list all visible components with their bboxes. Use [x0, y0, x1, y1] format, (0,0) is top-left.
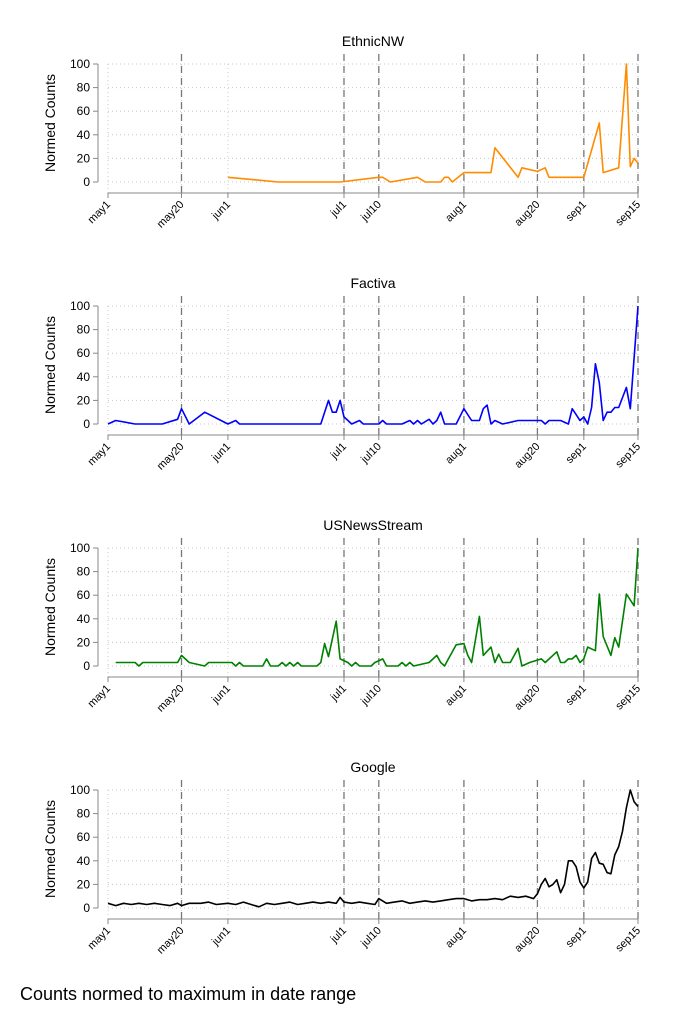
x-tick-label: jul10 — [358, 925, 384, 951]
x-tick-label: jun1 — [209, 441, 233, 465]
y-tick-label: 100 — [70, 783, 90, 797]
x-tick-label: may1 — [86, 441, 114, 469]
x-tick-label: may20 — [155, 441, 187, 473]
x-tick-label: sep15 — [613, 441, 643, 471]
series-line-usnewsstream — [115, 547, 639, 667]
x-tick-label: sep1 — [564, 925, 589, 950]
x-tick-label: jul1 — [328, 925, 349, 946]
x-tick-label: may20 — [155, 199, 187, 231]
x-tick-label: aug1 — [443, 199, 469, 225]
y-tick-label: 20 — [77, 635, 91, 649]
chart-panel-factiva: Factiva Normed Counts 0 20 40 60 80 100 may1 may2… — [42, 275, 643, 472]
y-tick-label: 40 — [77, 370, 91, 384]
chart-title: Google — [350, 759, 395, 775]
x-tick-label: jul1 — [328, 683, 349, 704]
x-tick-label: jul10 — [358, 441, 384, 467]
chart-title: USNewsStream — [323, 517, 423, 533]
chart-title: Factiva — [350, 275, 395, 291]
x-tick-label: may1 — [86, 925, 114, 953]
y-axis-label: Normed Counts — [42, 316, 58, 414]
x-tick-label: jul10 — [358, 683, 384, 709]
y-tick-label: 0 — [83, 901, 90, 915]
x-tick-label: aug20 — [512, 925, 542, 955]
y-tick-label: 100 — [70, 299, 90, 313]
y-tick-label: 40 — [77, 128, 91, 142]
chart-panel-ethnicnw: EthnicNW Normed Counts 0 20 40 60 80 100 may1 may… — [42, 33, 643, 230]
x-tick-label: sep15 — [613, 925, 643, 955]
y-tick-label: 0 — [83, 659, 90, 673]
x-tick-label: may20 — [155, 683, 187, 715]
y-tick-label: 80 — [77, 81, 91, 95]
y-tick-label: 60 — [77, 830, 91, 844]
y-tick-label: 20 — [77, 877, 91, 891]
y-tick-label: 40 — [77, 854, 91, 868]
y-tick-label: 80 — [77, 807, 91, 821]
chart-title: EthnicNW — [342, 33, 405, 49]
x-tick-label: sep1 — [564, 683, 589, 708]
chart-panel-google: Google Normed Counts 0 20 40 60 80 100 may1 may20… — [42, 759, 643, 956]
series-line-ethnicnw — [227, 63, 639, 183]
y-tick-label: 20 — [77, 393, 91, 407]
x-tick-label: jun1 — [209, 925, 233, 949]
x-tick-label: aug20 — [512, 683, 542, 713]
x-tick-label: aug1 — [443, 441, 469, 467]
y-tick-label: 40 — [77, 612, 91, 626]
x-tick-label: sep15 — [613, 199, 643, 229]
y-tick-label: 100 — [70, 541, 90, 555]
x-tick-label: may1 — [86, 199, 114, 227]
x-tick-label: aug1 — [443, 925, 469, 951]
y-tick-label: 60 — [77, 346, 91, 360]
y-axis-label: Normed Counts — [42, 558, 58, 656]
figure-caption: Counts normed to maximum in date range — [20, 984, 357, 1004]
y-tick-label: 60 — [77, 104, 91, 118]
x-tick-label: jul1 — [328, 441, 349, 462]
x-tick-label: aug20 — [512, 441, 542, 471]
y-tick-label: 100 — [70, 57, 90, 71]
y-axis-label: Normed Counts — [42, 800, 58, 898]
y-tick-label: 80 — [77, 565, 91, 579]
x-tick-label: aug20 — [512, 199, 542, 229]
y-tick-label: 80 — [77, 323, 91, 337]
x-tick-label: jul1 — [328, 199, 349, 220]
x-tick-label: sep1 — [564, 441, 589, 466]
y-axis-label: Normed Counts — [42, 74, 58, 172]
y-tick-label: 20 — [77, 151, 91, 165]
x-tick-label: may1 — [86, 683, 114, 711]
series-line-google — [107, 789, 639, 908]
x-tick-label: sep1 — [564, 199, 589, 224]
x-tick-label: aug1 — [443, 683, 469, 709]
chart-panel-usnewsstream: USNewsStream Normed Counts 0 20 40 60 80 100 may… — [42, 517, 643, 714]
y-tick-label: 0 — [83, 417, 90, 431]
x-tick-label: jun1 — [209, 683, 233, 707]
x-tick-label: may20 — [155, 925, 187, 957]
x-tick-label: jun1 — [209, 199, 233, 223]
x-tick-label: sep15 — [613, 683, 643, 713]
x-tick-label: jul10 — [358, 199, 384, 225]
y-tick-label: 0 — [83, 175, 90, 189]
y-tick-label: 60 — [77, 588, 91, 602]
series-line-factiva — [107, 305, 639, 425]
